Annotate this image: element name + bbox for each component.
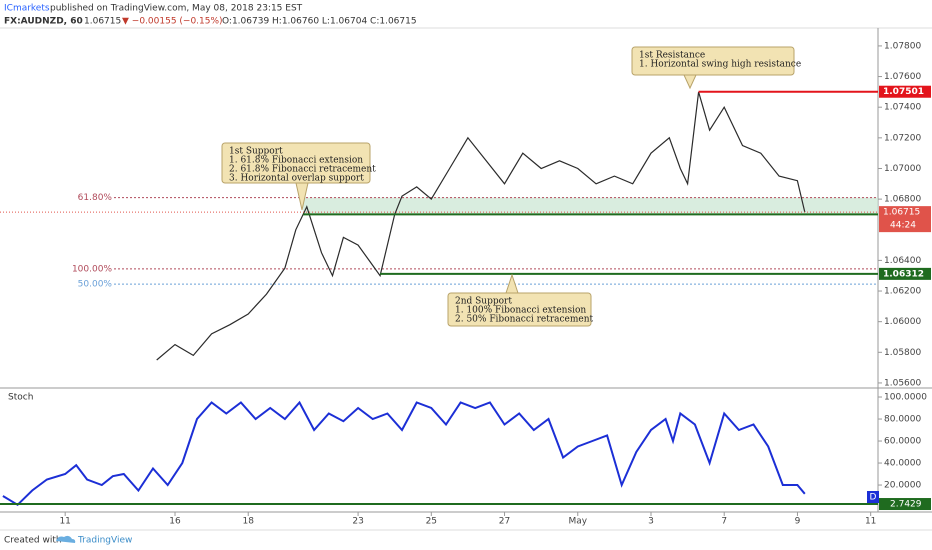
y-tick-label: 1.07400 bbox=[884, 103, 921, 113]
y-tick-label: 1.07800 bbox=[884, 41, 921, 51]
fib-label: 50.00% bbox=[78, 280, 113, 290]
tv-logo bbox=[56, 535, 76, 543]
level-badge bbox=[879, 267, 931, 280]
x-tick-label: 25 bbox=[426, 517, 437, 527]
x-tick-label: 11 bbox=[865, 517, 876, 527]
x-tick-label: May bbox=[568, 517, 587, 527]
x-tick-label: 27 bbox=[499, 517, 510, 527]
callout-text: 1. Horizontal swing high resistance bbox=[639, 60, 801, 70]
fib-label: 61.80% bbox=[78, 193, 113, 203]
callout-text: 1st Support bbox=[229, 147, 283, 157]
current-label: 1.06715 bbox=[883, 208, 920, 218]
badge-box bbox=[867, 491, 879, 503]
stoch-level-label: 2.7429 bbox=[890, 500, 922, 510]
y-tick-label: 20.0000 bbox=[884, 481, 921, 491]
y-tick-label: 1.07200 bbox=[884, 133, 921, 143]
countdown: 44:24 bbox=[890, 221, 916, 231]
ohlc: O:1.06739 H:1.06760 L:1.06704 C:1.06715 bbox=[222, 17, 417, 27]
y-tick-label: 1.07600 bbox=[884, 72, 921, 82]
y-tick-label: 1.05600 bbox=[884, 378, 921, 388]
footer-brand[interactable]: TradingView bbox=[77, 536, 132, 546]
callout-text: 2. 50% Fibonacci retracement bbox=[455, 315, 594, 325]
x-tick-label: 7 bbox=[721, 517, 727, 527]
badge: D bbox=[870, 493, 877, 503]
y-tick-label: 1.06800 bbox=[884, 195, 921, 205]
callout-text: 1. 100% Fibonacci extension bbox=[455, 306, 586, 316]
y-tick-label: 1.05800 bbox=[884, 348, 921, 358]
x-tick-label: 16 bbox=[169, 517, 181, 527]
publisher[interactable]: ICmarkets bbox=[4, 4, 50, 14]
symbol: FX:AUDNZD, 60 bbox=[4, 17, 83, 27]
level-badge bbox=[879, 85, 931, 98]
y-tick-label: 1.07000 bbox=[884, 164, 921, 174]
callout-box bbox=[221, 142, 371, 184]
y-tick-label: 1.06000 bbox=[884, 317, 921, 327]
x-tick-label: 11 bbox=[59, 517, 70, 527]
last-price: 1.06715 bbox=[84, 17, 121, 27]
y-tick-label: 100.0000 bbox=[884, 393, 927, 403]
fib-label: 100.00% bbox=[72, 264, 112, 274]
x-tick-label: 18 bbox=[243, 517, 255, 527]
footer-created: Created with bbox=[4, 536, 62, 546]
current-badge bbox=[879, 206, 931, 233]
y-tick-label: 60.0000 bbox=[884, 437, 921, 447]
stoch-title: Stoch bbox=[8, 393, 33, 403]
level-label: 1.06312 bbox=[883, 269, 924, 279]
y-tick-label: 1.06200 bbox=[884, 287, 921, 297]
support-zone bbox=[303, 197, 879, 215]
x-tick-label: 23 bbox=[352, 517, 363, 527]
callout-text: 2nd Support bbox=[455, 297, 512, 307]
y-tick-label: 40.0000 bbox=[884, 459, 921, 469]
x-tick-label: 3 bbox=[648, 517, 654, 527]
callout-text: 2. 61.8% Fibonacci retracement bbox=[229, 165, 376, 175]
callout-text: 3. Horizontal overlap support bbox=[229, 174, 364, 184]
callout-box bbox=[447, 292, 592, 327]
callout-box bbox=[631, 46, 795, 76]
published: published on TradingView.com, May 08, 20… bbox=[50, 4, 303, 14]
stoch-badge bbox=[879, 498, 931, 511]
level-label: 1.07501 bbox=[883, 87, 924, 97]
change: ▼ −0.00155 (−0.15%) bbox=[122, 17, 223, 27]
x-tick-label: 9 bbox=[795, 517, 801, 527]
callout-text: 1. 61.8% Fibonacci extension bbox=[229, 156, 363, 166]
callout-text: 1st Resistance bbox=[639, 51, 705, 61]
series-line bbox=[2, 400, 806, 507]
y-tick-label: 80.0000 bbox=[884, 415, 921, 425]
y-tick-label: 1.06400 bbox=[884, 256, 921, 266]
